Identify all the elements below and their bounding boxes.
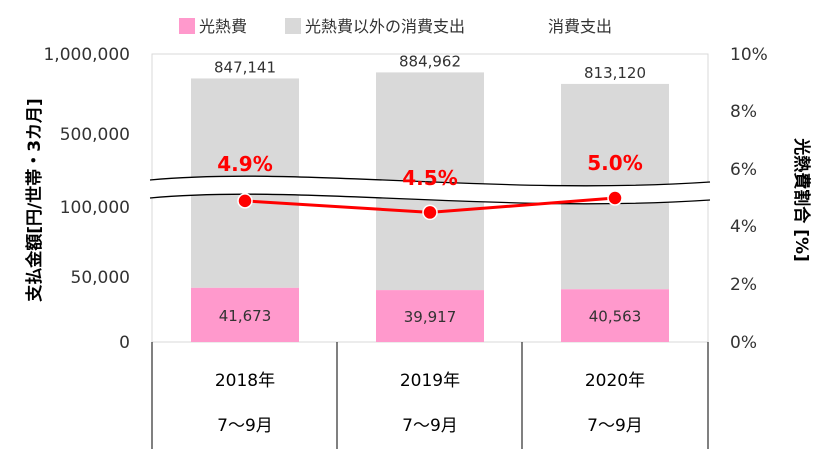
bar-utility-2	[561, 289, 669, 342]
ratio-point-0	[237, 193, 253, 209]
y-tick-label-100000: 100,000	[60, 198, 130, 218]
y-right-tick-label-2: 2%	[730, 275, 757, 295]
y-tick-label-50000: 50,000	[71, 268, 130, 288]
category-table: 2018年 7～9月 2019年 7～9月 2020年 7～9月	[151, 342, 709, 449]
y-right-tick-label-10: 10%	[730, 45, 768, 65]
ratio-series: 4.9% 4.5% 5.0%	[217, 151, 643, 221]
utility-value-label-1: 39,917	[404, 308, 457, 326]
legend: 光熱費 光熱費以外の消費支出 消費支出	[179, 17, 612, 36]
utility-value-label-2: 40,563	[589, 308, 642, 326]
y-tick-label-500000: 500,000	[60, 125, 130, 145]
x-period-label-1: 7～9月	[402, 416, 458, 436]
ratio-value-label-1: 4.5%	[402, 166, 457, 190]
x-tick-label-2: 2020年	[585, 371, 645, 391]
ratio-value-label-0: 4.9%	[217, 152, 272, 176]
axis-break-top-line	[149, 175, 711, 187]
axis-break	[149, 175, 711, 205]
legend-label-total: 消費支出	[548, 17, 612, 36]
ratio-point-1	[422, 204, 438, 221]
total-value-label-1: 884,962	[399, 52, 461, 70]
bar-utility-1	[376, 290, 484, 342]
x-tick-label-0: 2018年	[215, 371, 275, 391]
legend-swatch-utility	[179, 18, 195, 34]
y-tick-label-1000000: 1,000,000	[43, 45, 130, 65]
utility-value-label-0: 41,673	[219, 307, 272, 325]
total-value-label-0: 847,141	[214, 58, 276, 76]
legend-swatch-other	[285, 18, 301, 34]
axis-break-band	[150, 176, 710, 204]
legend-label-other: 光熱費以外の消費支出	[305, 17, 465, 36]
ratio-point-2	[607, 190, 623, 206]
y-axis-right-label: 光熱費割合 [%]	[791, 137, 812, 262]
y-right-tick-label-0: 0%	[730, 333, 757, 353]
ratio-value-label-2: 5.0%	[587, 151, 642, 175]
y-right-tick-label-4: 4%	[730, 217, 757, 237]
y-axis-left: 1,000,000 500,000 100,000 50,000 0 支払金額[…	[24, 45, 130, 353]
x-period-label-0: 7～9月	[217, 416, 273, 436]
y-axis-left-label: 支払金額[円/世帯・3カ月]	[24, 98, 45, 302]
x-period-label-2: 7～9月	[587, 416, 643, 436]
x-tick-label-1: 2019年	[400, 371, 460, 391]
bar-utility-0	[191, 287, 299, 342]
axis-break-bottom-line	[149, 193, 711, 205]
y-right-tick-label-6: 6%	[730, 160, 757, 180]
y-axis-right: 10% 8% 6% 4% 2% 0% 光熱費割合 [%]	[730, 45, 812, 353]
total-value-label-2: 813,120	[584, 64, 646, 82]
legend-label-utility: 光熱費	[199, 17, 247, 36]
y-right-tick-label-8: 8%	[730, 102, 757, 122]
y-tick-label-0: 0	[119, 333, 130, 353]
